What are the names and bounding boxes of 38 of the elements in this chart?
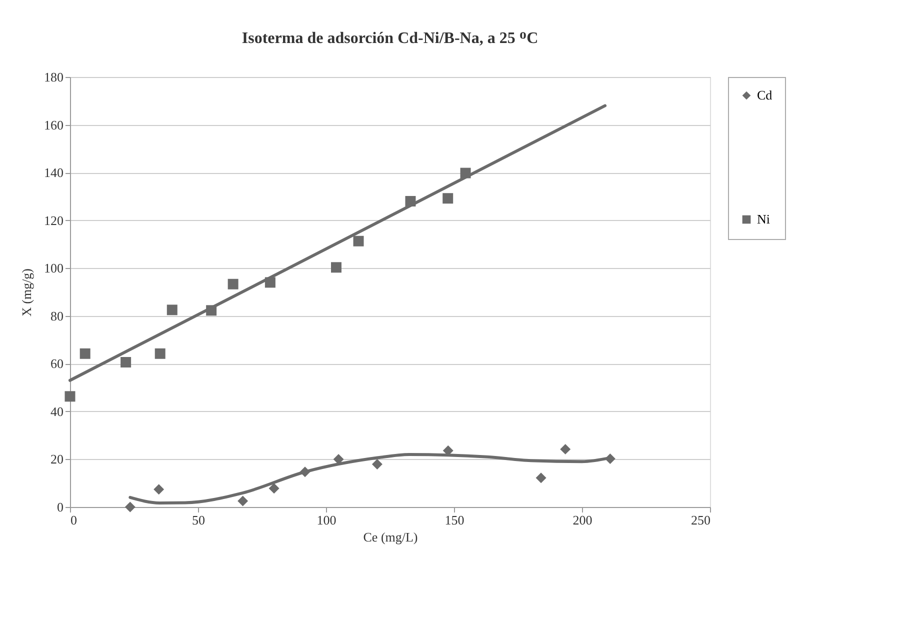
- x-tick-label: 50: [192, 512, 205, 528]
- point: [80, 348, 90, 359]
- point: [372, 458, 382, 470]
- y-tick-label: 20: [50, 452, 64, 467]
- point: [154, 484, 164, 495]
- y-tick-label: 60: [50, 356, 64, 372]
- y-tick-label: 160: [44, 117, 64, 132]
- point: [166, 304, 178, 316]
- x-tick-label: 100: [316, 512, 336, 528]
- point: [154, 348, 166, 359]
- y-tick-label: 80: [50, 308, 64, 324]
- y-tick-label: 40: [50, 404, 64, 419]
- y-tick-label: 180: [44, 70, 64, 84]
- point: [120, 356, 132, 368]
- y-tick-label: 140: [44, 165, 64, 180]
- point: [228, 278, 238, 290]
- point: [333, 454, 344, 464]
- point: [560, 444, 571, 454]
- point: [330, 262, 342, 273]
- x-tick-label: 200: [572, 512, 592, 528]
- y-tick-label: 100: [44, 260, 64, 276]
- point: [238, 496, 248, 506]
- y-tick-label: 0: [57, 500, 64, 514]
- point: [442, 193, 454, 204]
- y-tick-label: 120: [44, 212, 64, 228]
- point: [124, 502, 136, 512]
- y-axis-title: X (mg/g): [19, 268, 34, 317]
- legend-label: Ni: [757, 212, 770, 226]
- point: [64, 391, 76, 402]
- point: [268, 483, 280, 494]
- point: [536, 472, 546, 484]
- x-tick-label: 150: [444, 512, 464, 528]
- chart-title: Isoterma de adsorción Cd-Ni/B-Na, a 25 ᴼC: [242, 30, 538, 47]
- x-tick-label: 0: [70, 512, 77, 528]
- x-tick-label: 250: [691, 512, 710, 528]
- x-axis-title: Ce (mg/L): [363, 530, 418, 544]
- legend-label: Cd: [757, 88, 773, 102]
- point: [353, 236, 364, 246]
